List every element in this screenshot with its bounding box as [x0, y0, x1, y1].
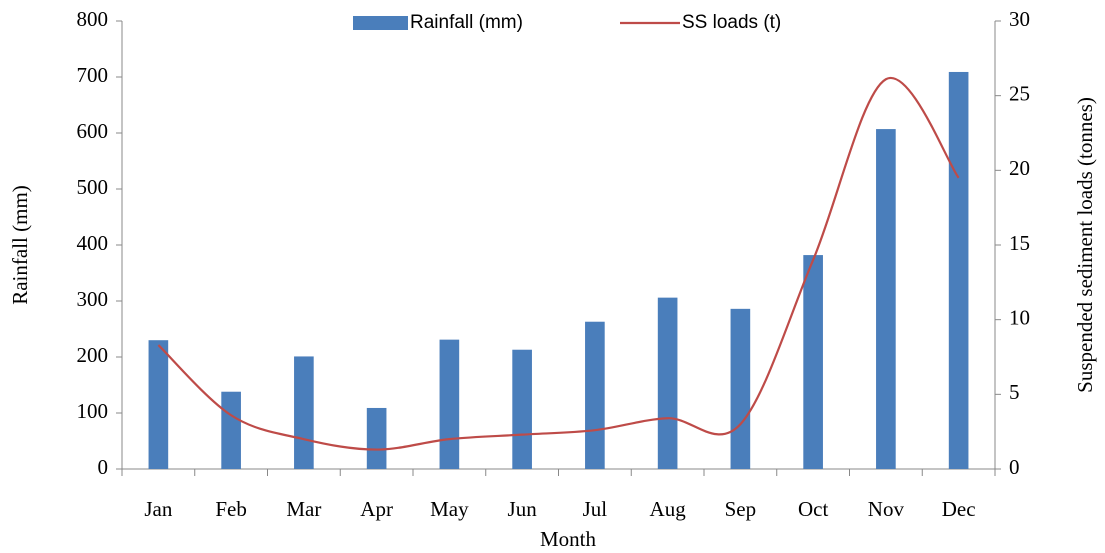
- y-tick-label: 0: [98, 455, 109, 479]
- bar: [657, 297, 678, 469]
- x-tick-label: Dec: [942, 497, 976, 521]
- y-tick-label: 200: [77, 343, 109, 367]
- y2-axis-label: Suspended sediment loads (tonnes): [1073, 97, 1097, 393]
- x-axis-label: Month: [540, 527, 597, 551]
- bar: [294, 356, 314, 469]
- line: [157, 76, 960, 451]
- legend-label: SS loads (t): [682, 12, 781, 33]
- bar: [730, 308, 751, 469]
- y-tick-label: 600: [77, 119, 109, 143]
- bar: [585, 321, 605, 469]
- x-tick-label: Aug: [650, 497, 687, 521]
- legend-swatch: [353, 16, 408, 30]
- y-tick-label: 700: [77, 63, 109, 87]
- y-tick-label: 800: [77, 7, 109, 31]
- x-tick-label: Jan: [144, 497, 172, 521]
- bar: [221, 391, 241, 469]
- bar: [803, 255, 823, 469]
- y2-tick-label: 0: [1009, 455, 1020, 479]
- y2-tick-label: 15: [1009, 231, 1030, 255]
- y-axis-label: Rainfall (mm): [8, 185, 32, 305]
- x-tick-label: May: [430, 497, 469, 521]
- x-tick-label: Sep: [725, 497, 757, 521]
- y2-tick-label: 10: [1009, 305, 1030, 329]
- y2-tick-label: 20: [1009, 156, 1030, 180]
- legend-label: Rainfall (mm): [410, 12, 523, 33]
- bar: [439, 339, 460, 469]
- x-tick-label: Nov: [868, 497, 905, 521]
- bar: [148, 340, 169, 469]
- y-tick-label: 100: [77, 399, 109, 423]
- y2-tick-label: 30: [1009, 7, 1030, 31]
- bar: [948, 71, 969, 470]
- bar: [366, 407, 387, 469]
- bar: [876, 129, 896, 469]
- bar: [512, 349, 532, 469]
- y2-tick-label: 5: [1009, 380, 1020, 404]
- x-tick-label: Mar: [286, 497, 321, 521]
- y-tick-label: 300: [77, 287, 109, 311]
- x-tick-label: Feb: [215, 497, 247, 521]
- y-tick-label: 500: [77, 175, 109, 199]
- x-tick-label: Jul: [583, 497, 608, 521]
- x-tick-label: Oct: [798, 497, 828, 521]
- y-tick-label: 400: [77, 231, 109, 255]
- x-tick-label: Apr: [360, 497, 393, 521]
- y2-tick-label: 25: [1009, 81, 1030, 105]
- x-tick-label: Jun: [508, 497, 538, 521]
